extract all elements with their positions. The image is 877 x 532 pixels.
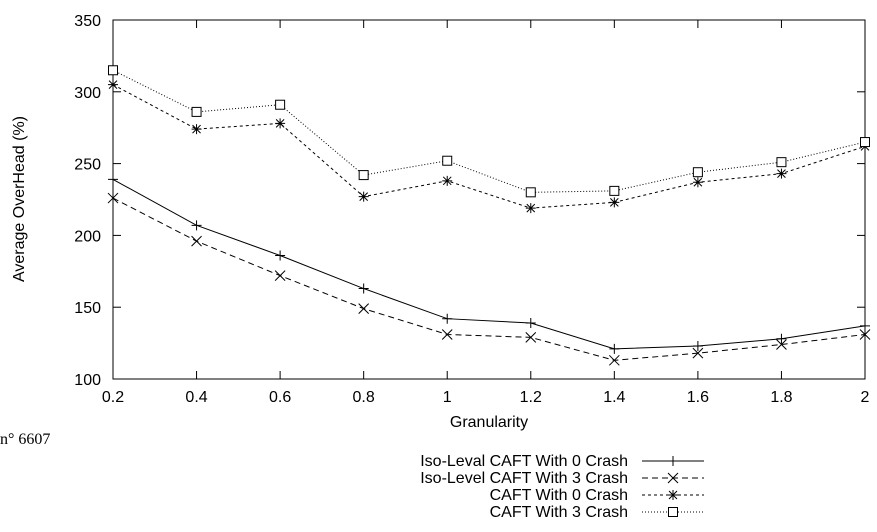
cross-marker: [692, 347, 704, 359]
x-tick-label: 1.8: [770, 389, 792, 406]
x-tick-label: 1.4: [603, 389, 625, 406]
x-tick-label: 2: [861, 389, 870, 406]
x-tick-label: 0.6: [269, 389, 291, 406]
x-axis-label: Granularity: [450, 414, 528, 431]
legend-label: CAFT With 3 Crash: [490, 504, 628, 521]
y-tick-label: 250: [74, 157, 101, 174]
cross-marker: [274, 270, 286, 281]
x-tick-label: 0.2: [102, 389, 124, 406]
plus-marker: [609, 343, 620, 354]
square-marker: [668, 507, 678, 517]
square-marker: [776, 157, 787, 168]
plus-marker: [860, 320, 870, 331]
square-marker: [609, 185, 620, 196]
star-marker: [692, 177, 703, 188]
plus-marker: [275, 250, 286, 261]
cross-marker: [525, 332, 537, 343]
cross-marker: [191, 235, 202, 247]
square-marker: [442, 155, 453, 166]
star-marker: [191, 124, 202, 135]
square-marker: [860, 137, 870, 148]
legend-label: Iso-Level CAFT With 3 Crash: [420, 470, 628, 487]
plus-marker: [668, 456, 678, 466]
axis-ticks: 0.2 0.4 0.6 0.8 1 1.2 1.4 1.6 1.8 2 100 150 200 250 30…: [74, 13, 869, 406]
plus-marker: [442, 313, 453, 324]
plus-marker: [358, 283, 369, 294]
y-tick-label: 150: [74, 300, 101, 317]
series-line: [112, 178, 866, 350]
series-line: [112, 69, 866, 193]
plus-marker: [776, 333, 787, 344]
y-axis-label: Average OverHead (%): [11, 116, 28, 282]
x-tick-label: 0.8: [353, 389, 375, 406]
plus-marker: [692, 340, 703, 351]
star-marker: [108, 79, 118, 90]
square-marker: [525, 187, 536, 198]
plot-frame: [112, 19, 866, 380]
cross-marker: [859, 329, 871, 340]
square-marker: [108, 65, 118, 76]
plus-marker: [525, 317, 536, 328]
cross-marker: [667, 472, 679, 484]
series-3: [108, 79, 870, 214]
star-marker: [525, 203, 536, 214]
star-marker: [668, 490, 678, 500]
series-4: [108, 65, 870, 198]
square-marker: [358, 170, 369, 181]
series-layer: [107, 65, 871, 366]
star-marker: [609, 197, 620, 208]
y-tick-label: 300: [74, 85, 101, 102]
star-marker: [358, 191, 369, 202]
star-marker: [275, 118, 286, 129]
series-line: [112, 197, 866, 361]
cross-marker: [107, 192, 119, 204]
legend-label: Iso-Leval CAFT With 0 Crash: [420, 453, 628, 470]
x-tick-label: 1: [443, 389, 452, 406]
y-tick-label: 350: [74, 13, 101, 30]
y-tick-label: 200: [74, 228, 101, 245]
series-1: [108, 174, 870, 354]
y-tick-label: 100: [74, 372, 101, 389]
series-2: [107, 192, 871, 366]
series-line: [112, 84, 866, 209]
star-marker: [776, 168, 787, 179]
plus-marker: [191, 220, 202, 231]
x-tick-label: 0.4: [185, 389, 207, 406]
x-tick-label: 1.6: [687, 389, 709, 406]
page-number-fragment: n° 6607: [0, 431, 51, 448]
square-marker: [275, 99, 286, 110]
x-tick-label: 1.2: [520, 389, 542, 406]
cross-marker: [441, 329, 453, 340]
square-marker: [191, 106, 202, 117]
cross-marker: [608, 354, 620, 366]
plus-marker: [108, 174, 118, 185]
square-marker: [692, 167, 703, 178]
cross-marker: [358, 303, 370, 314]
star-marker: [442, 175, 453, 186]
cross-marker: [776, 339, 787, 350]
legend-label: CAFT With 0 Crash: [490, 487, 628, 504]
